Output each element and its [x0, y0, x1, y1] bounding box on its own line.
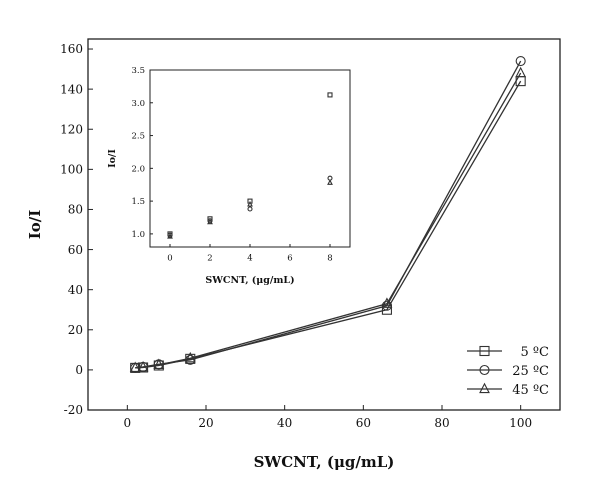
- y-tick-label: 20: [68, 323, 83, 337]
- y-tick-label: 1.5: [131, 197, 145, 207]
- y-axis-title: Io/I: [26, 210, 44, 240]
- legend-label: 5 ºC: [521, 345, 550, 360]
- y-tick-label: 1.0: [131, 230, 145, 240]
- y-tick-label: 60: [68, 243, 83, 257]
- data-point: [184, 351, 196, 363]
- inset-background: [150, 70, 350, 247]
- data-point: [153, 358, 165, 370]
- data-point: [247, 200, 253, 207]
- y-tick-label: 120: [60, 122, 83, 136]
- data-point: [129, 361, 141, 373]
- x-tick-label: 40: [277, 416, 292, 430]
- y-tick-label: 160: [60, 42, 83, 56]
- y-tick-label: 100: [60, 163, 83, 177]
- y-tick-label: 3.0: [131, 99, 145, 109]
- x-tick-label: 60: [356, 416, 371, 430]
- data-point: [381, 300, 392, 311]
- y-tick-label: 2.5: [131, 132, 145, 142]
- legend-item-0: 5 ºC: [467, 345, 549, 360]
- data-point: [137, 360, 149, 372]
- x-tick-label: 0: [124, 416, 132, 430]
- x-axis-title: SWCNT, (μg/mL): [254, 453, 395, 471]
- y-tick-label: 40: [68, 283, 83, 297]
- legend-marker: [479, 382, 490, 394]
- x-tick-label: 4: [247, 254, 252, 264]
- x-axis-title: SWCNT, (μg/mL): [205, 275, 294, 286]
- data-point: [381, 297, 393, 308]
- y-tick-label: 3.5: [131, 66, 145, 76]
- main-plot: 0 20 40 60 80 100-20020406080100120140160SWCN…: [26, 38, 561, 471]
- data-point: [515, 56, 526, 67]
- series-line: [135, 72, 522, 369]
- series-2: [167, 179, 333, 239]
- data-point: [247, 206, 253, 212]
- legend-label: 25 ºC: [512, 364, 549, 379]
- x-tick-label: 20: [198, 416, 213, 430]
- data-point: [167, 233, 173, 239]
- legend: 5 ºC 25 ºC 45 ºC: [467, 345, 549, 398]
- y-tick-label: 0: [75, 363, 83, 377]
- x-tick-label: 2: [207, 254, 212, 264]
- legend-marker: [479, 345, 490, 357]
- x-tick-label: 8: [327, 254, 332, 264]
- data-point: [327, 179, 333, 185]
- x-tick-label: 80: [434, 416, 449, 430]
- x-tick-label: 0: [167, 254, 172, 264]
- y-tick-label: 80: [68, 203, 83, 217]
- y-tick-label: 140: [60, 82, 83, 96]
- data-point: [515, 66, 527, 78]
- inset-plot: 0 2 4 6 8 1.0 1.5 2.0 2.5 3.0 3.5 SWCNT, (μg/mL) Io/…: [107, 66, 351, 286]
- legend-item-2: 45 ºC: [467, 382, 549, 398]
- data-point: [327, 92, 333, 98]
- x-tick-label: 100: [509, 416, 532, 430]
- legend-marker: [479, 364, 490, 376]
- data-point: [207, 218, 213, 225]
- y-tick-label: 2.0: [131, 164, 145, 174]
- y-axis-title: Io/I: [107, 149, 118, 168]
- legend-label: 45 ºC: [512, 383, 549, 398]
- x-tick-label: 6: [287, 254, 292, 264]
- plot-frame: [87, 38, 561, 411]
- series-2: [129, 66, 527, 373]
- legend-item-1: 25 ºC: [467, 364, 549, 379]
- y-tick-label: -20: [64, 403, 83, 417]
